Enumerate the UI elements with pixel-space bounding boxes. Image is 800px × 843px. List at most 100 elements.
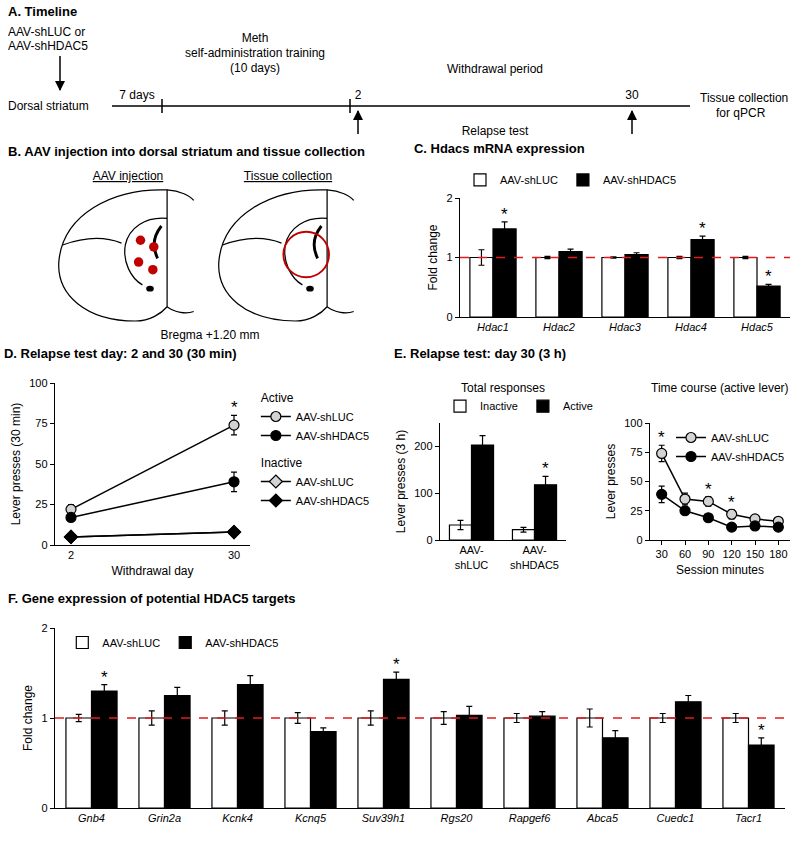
svg-text:*: * — [231, 398, 238, 417]
svg-text:2: 2 — [68, 549, 74, 561]
svg-text:60: 60 — [679, 548, 691, 560]
svg-text:Total responses: Total responses — [461, 381, 545, 395]
svg-text:Tissue collection: Tissue collection — [244, 169, 332, 183]
svg-text:90: 90 — [702, 548, 714, 560]
svg-text:Fold change: Fold change — [21, 685, 35, 751]
svg-text:7 days: 7 days — [119, 88, 154, 102]
svg-text:Rapgef6: Rapgef6 — [509, 812, 551, 824]
svg-text:100: 100 — [29, 377, 47, 389]
svg-text:0: 0 — [41, 539, 47, 551]
svg-text:25: 25 — [35, 498, 47, 510]
svg-text:0: 0 — [636, 534, 642, 546]
svg-text:*: * — [658, 428, 665, 447]
svg-text:2: 2 — [41, 622, 47, 634]
svg-text:Lever presses (30 min): Lever presses (30 min) — [9, 403, 23, 526]
svg-text:C. Hdacs mRNA expression: C. Hdacs mRNA expression — [414, 141, 585, 156]
svg-text:B. AAV injection into dorsal s: B. AAV injection into dorsal striatum an… — [8, 144, 365, 159]
svg-text:*: * — [705, 480, 712, 499]
svg-text:AAV-shHDAC5: AAV-shHDAC5 — [603, 174, 676, 186]
svg-text:Bregma +1.20 mm: Bregma +1.20 mm — [160, 328, 259, 342]
svg-text:self-administration training: self-administration training — [185, 46, 325, 60]
svg-text:*: * — [101, 668, 108, 687]
svg-text:Kcnq5: Kcnq5 — [295, 812, 327, 824]
svg-text:AAV-shLUC: AAV-shLUC — [296, 411, 354, 423]
svg-text:Lever presses (3 h): Lever presses (3 h) — [394, 430, 408, 533]
svg-text:Hdac4: Hdac4 — [675, 321, 707, 333]
svg-text:Fold change: Fold change — [426, 224, 440, 290]
svg-text:Inactive: Inactive — [261, 456, 303, 470]
svg-text:Hdac1: Hdac1 — [477, 321, 509, 333]
svg-text:150: 150 — [746, 548, 764, 560]
svg-text:1: 1 — [446, 251, 452, 263]
svg-text:*: * — [393, 655, 400, 674]
svg-text:AAV-shHDAC5: AAV-shHDAC5 — [205, 637, 278, 649]
svg-text:Grin2a: Grin2a — [148, 812, 181, 824]
svg-text:A. Timeline: A. Timeline — [8, 4, 77, 19]
svg-text:Abca5: Abca5 — [586, 812, 619, 824]
svg-text:Hdac5: Hdac5 — [741, 321, 774, 333]
svg-text:Active: Active — [261, 391, 294, 405]
svg-text:*: * — [758, 721, 765, 740]
svg-text:AAV-shLUC: AAV-shLUC — [500, 174, 558, 186]
svg-text:Rgs20: Rgs20 — [441, 812, 474, 824]
svg-text:30: 30 — [228, 549, 240, 561]
svg-text:1: 1 — [41, 712, 47, 724]
svg-text:50: 50 — [630, 475, 642, 487]
svg-text:AAV injection: AAV injection — [93, 169, 163, 183]
svg-text:AAV-shLUC: AAV-shLUC — [455, 544, 489, 570]
svg-text:AAV-shHDAC5: AAV-shHDAC5 — [711, 451, 784, 463]
svg-text:200: 200 — [414, 440, 432, 452]
svg-text:Suv39h1: Suv39h1 — [362, 812, 405, 824]
svg-text:30: 30 — [625, 88, 639, 102]
svg-text:AAV-shLUC: AAV-shLUC — [296, 476, 354, 488]
svg-text:Withdrawal period: Withdrawal period — [447, 62, 543, 76]
svg-text:(10 days): (10 days) — [230, 61, 280, 75]
svg-text:75: 75 — [35, 417, 47, 429]
svg-text:Withdrawal day: Withdrawal day — [111, 564, 193, 578]
svg-text:Hdac3: Hdac3 — [609, 321, 642, 333]
svg-text:Cuedc1: Cuedc1 — [657, 812, 695, 824]
svg-text:100: 100 — [624, 417, 642, 429]
svg-text:0: 0 — [41, 802, 47, 814]
svg-text:AAV-shLUC or: AAV-shLUC or — [8, 25, 85, 39]
svg-text:Tissue collection: Tissue collection — [700, 91, 788, 105]
svg-text:AAV-shHDAC5: AAV-shHDAC5 — [296, 430, 369, 442]
svg-text:180: 180 — [769, 548, 787, 560]
svg-text:Time course (active lever): Time course (active lever) — [651, 381, 789, 395]
svg-text:50: 50 — [35, 458, 47, 470]
svg-text:100: 100 — [414, 487, 432, 499]
svg-text:Dorsal striatum: Dorsal striatum — [8, 99, 89, 113]
svg-text:75: 75 — [630, 446, 642, 458]
svg-text:*: * — [501, 205, 508, 224]
svg-text:*: * — [542, 459, 549, 478]
svg-text:0: 0 — [426, 534, 432, 546]
svg-text:*: * — [765, 267, 772, 286]
svg-text:30: 30 — [656, 548, 668, 560]
svg-text:Active: Active — [563, 400, 593, 412]
svg-text:Meth: Meth — [242, 31, 269, 45]
svg-text:25: 25 — [630, 505, 642, 517]
svg-text:Inactive: Inactive — [480, 400, 518, 412]
svg-text:AAV-shHDAC5: AAV-shHDAC5 — [296, 495, 369, 507]
svg-text:E. Relapse test: day 30 (3 h): E. Relapse test: day 30 (3 h) — [394, 346, 566, 361]
svg-text:2: 2 — [355, 88, 362, 102]
svg-text:*: * — [728, 493, 735, 512]
svg-text:Lever presses: Lever presses — [604, 444, 618, 519]
svg-text:Tacr1: Tacr1 — [735, 812, 762, 824]
svg-text:for qPCR: for qPCR — [716, 106, 766, 120]
svg-text:AAV-shHDAC5: AAV-shHDAC5 — [8, 39, 88, 53]
svg-text:Session minutes: Session minutes — [676, 563, 764, 577]
svg-text:*: * — [699, 219, 706, 238]
svg-text:F. Gene expression of potentia: F. Gene expression of potential HDAC5 ta… — [8, 591, 296, 606]
svg-text:Relapse test: Relapse test — [462, 124, 529, 138]
svg-text:120: 120 — [722, 548, 740, 560]
svg-text:Kcnk4: Kcnk4 — [222, 812, 253, 824]
svg-text:0: 0 — [446, 311, 452, 323]
svg-text:Hdac2: Hdac2 — [543, 321, 575, 333]
svg-text:2: 2 — [446, 192, 452, 204]
svg-text:Gnb4: Gnb4 — [78, 812, 105, 824]
svg-text:D. Relapse test day: 2 and 30: D. Relapse test day: 2 and 30 (30 min) — [4, 346, 237, 361]
svg-text:AAV-shHDAC5: AAV-shHDAC5 — [510, 544, 559, 570]
svg-text:AAV-shLUC: AAV-shLUC — [102, 637, 160, 649]
svg-text:AAV-shLUC: AAV-shLUC — [711, 432, 769, 444]
